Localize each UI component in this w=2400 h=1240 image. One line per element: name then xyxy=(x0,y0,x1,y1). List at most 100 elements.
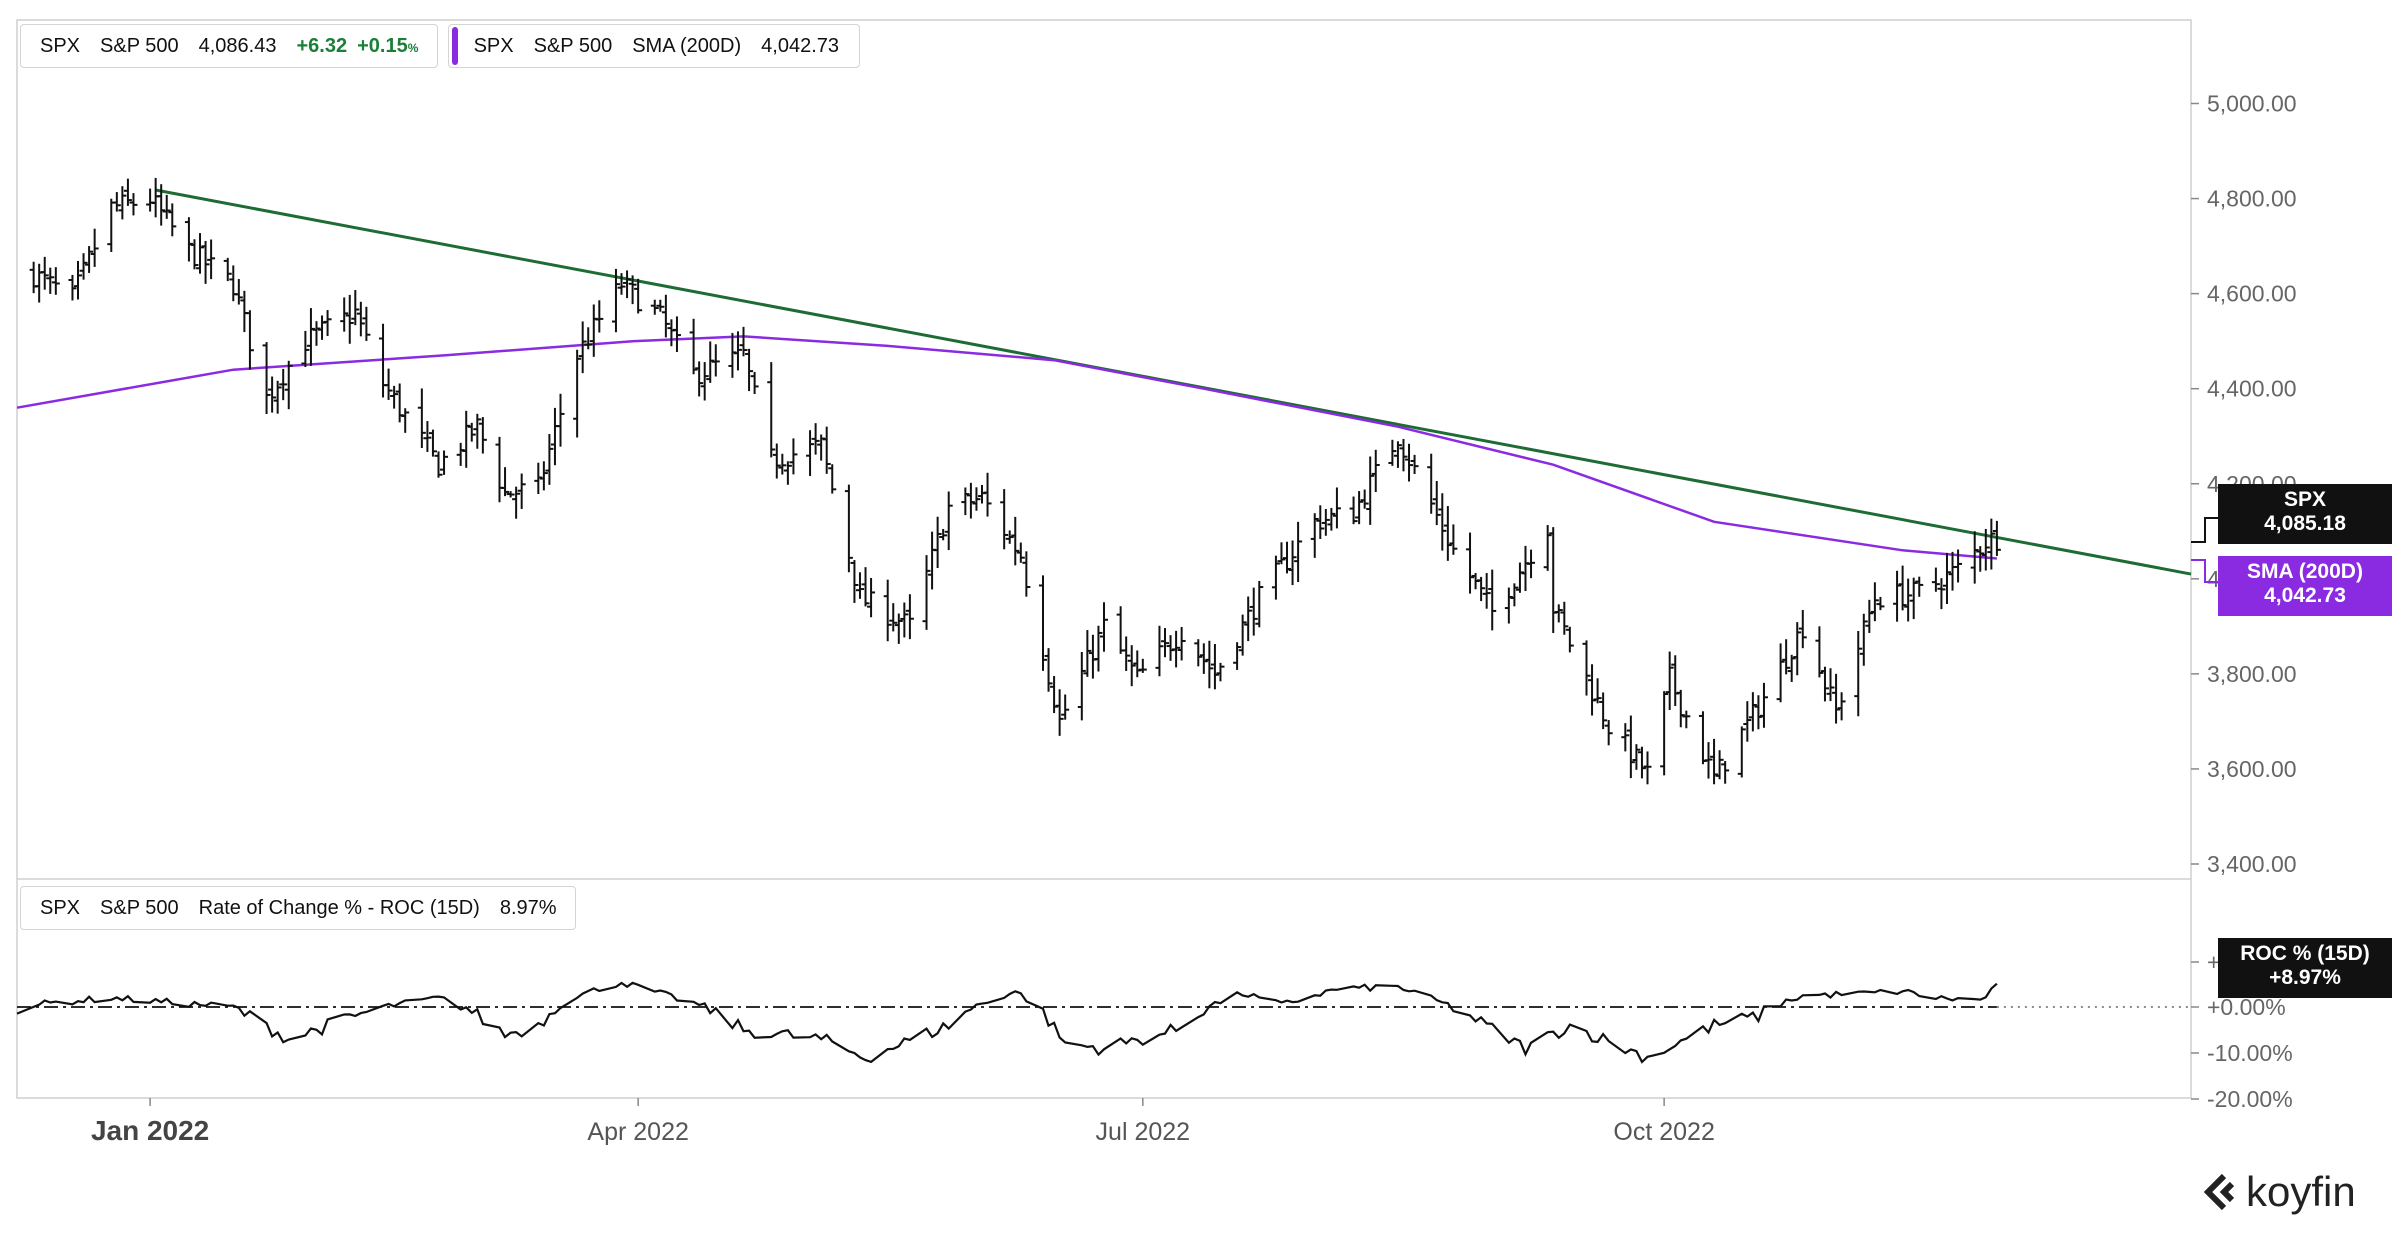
ohlc-bar xyxy=(1310,513,1319,558)
legend-roc[interactable]: SPX S&P 500 Rate of Change % - ROC (15D)… xyxy=(20,886,576,930)
ohlc-bar xyxy=(1410,454,1419,475)
ohlc-bar xyxy=(1050,676,1059,714)
time-tick-label: Jan 2022 xyxy=(91,1115,209,1146)
ohlc-bar xyxy=(1393,441,1402,468)
roc-series xyxy=(16,981,1998,1064)
ohlc-bar xyxy=(306,308,315,366)
ohlc-bar xyxy=(661,294,670,338)
ohlc-bar xyxy=(650,299,659,315)
ohlc-bar xyxy=(1122,636,1131,671)
ohlc-bar xyxy=(1005,530,1014,544)
legend-sma[interactable]: SPX S&P 500 SMA (200D) 4,042.73 xyxy=(448,24,860,68)
ohlc-bar xyxy=(1244,596,1253,642)
ohlc-bar xyxy=(733,331,742,371)
ohlc-bar xyxy=(1970,531,1979,584)
ohlc-bar xyxy=(584,327,593,350)
ohlc-bar xyxy=(495,436,504,503)
ohlc-bar xyxy=(889,603,898,632)
legend-sma-name: S&P 500 xyxy=(533,34,613,57)
ohlc-bar xyxy=(711,344,720,377)
ohlc-bar xyxy=(51,267,60,295)
ohlc-bar xyxy=(168,203,177,237)
legend-sma-swatch xyxy=(452,27,458,65)
ohlc-bar xyxy=(545,434,554,485)
ohlc-bar xyxy=(1582,640,1591,696)
ohlc-bar xyxy=(1837,692,1846,721)
ohlc-bar xyxy=(1044,648,1053,692)
ohlc-bar xyxy=(883,579,892,642)
legend-main[interactable]: SPX S&P 500 4,086.43 +6.32 +0.15% xyxy=(20,24,438,68)
ohlc-bar xyxy=(828,464,837,494)
ohlc-bar xyxy=(1698,711,1707,765)
roc-tag-name: ROC % (15D) xyxy=(2240,942,2370,965)
legend-roc-value: 8.97% xyxy=(499,896,557,919)
ohlc-bar xyxy=(778,453,787,475)
ohlc-bar xyxy=(118,186,127,220)
ohlc-bar xyxy=(234,279,243,305)
ohlc-bar xyxy=(1210,643,1219,690)
price-tick-label: 4,800.00 xyxy=(2207,186,2297,212)
ohlc-bar xyxy=(79,253,88,280)
ohlc-bar xyxy=(634,278,643,314)
roc-line xyxy=(16,981,1998,1064)
ohlc-bar xyxy=(512,486,521,519)
ohlc-bar xyxy=(428,429,437,457)
ohlc-bar xyxy=(933,516,942,568)
ohlc-bar xyxy=(539,461,548,491)
ohlc-bar xyxy=(129,193,138,216)
ohlc-bar xyxy=(1038,575,1047,671)
koyfin-logo: koyfin xyxy=(2200,1168,2356,1216)
ohlc-bar xyxy=(1870,582,1879,622)
ohlc-bar xyxy=(1233,642,1242,670)
ohlc-bar xyxy=(1987,518,1996,570)
ohlc-bar xyxy=(695,361,704,397)
ohlc-bar xyxy=(700,362,709,401)
ohlc-bar xyxy=(1588,664,1597,716)
ohlc-bar xyxy=(107,198,116,252)
ohlc-bar xyxy=(1604,720,1613,746)
ohlc-bar xyxy=(672,316,681,352)
ohlc-bar xyxy=(1482,573,1491,609)
ohlc-bar xyxy=(1748,692,1757,732)
ohlc-bar xyxy=(201,240,210,284)
change-pct-value: +0.15 xyxy=(357,34,408,57)
ohlc-bar xyxy=(772,443,781,479)
price-bars xyxy=(29,177,2001,785)
ohlc-bar xyxy=(1249,587,1258,636)
ohlc-bar xyxy=(595,300,604,333)
ohlc-bar xyxy=(1127,645,1136,687)
ohlc-bar xyxy=(1815,626,1824,678)
ohlc-bar xyxy=(1660,691,1669,776)
ohlc-bar xyxy=(323,310,332,336)
tag-connectors xyxy=(2191,517,2218,583)
ohlc-bar xyxy=(623,270,632,299)
ohlc-bar xyxy=(1543,525,1552,571)
legend-main-change: +6.32 xyxy=(296,34,348,57)
ohlc-bar xyxy=(29,261,38,294)
ohlc-bar xyxy=(284,360,293,410)
ohlc-bar xyxy=(1937,578,1946,610)
ohlc-bar xyxy=(1166,635,1175,661)
price-tick-label: 4,600.00 xyxy=(2207,281,2297,307)
ohlc-bar xyxy=(972,487,981,511)
ohlc-bar xyxy=(1915,576,1924,597)
ohlc-bar xyxy=(1599,692,1608,730)
ohlc-bar xyxy=(1199,643,1208,674)
ohlc-bar xyxy=(1016,542,1025,563)
ohlc-bar xyxy=(190,239,199,270)
ohlc-bar xyxy=(983,472,992,517)
price-tick-label: 5,000.00 xyxy=(2207,91,2297,117)
ohlc-bar xyxy=(1427,453,1436,514)
ohlc-bar xyxy=(689,318,698,375)
ohlc-bar xyxy=(1399,438,1408,472)
ohlc-bar xyxy=(207,239,216,280)
ohlc-bar xyxy=(74,260,83,300)
ohlc-bar xyxy=(1438,493,1447,551)
ohlc-bar xyxy=(1565,626,1574,653)
ohlc-bar xyxy=(822,426,831,474)
ohlc-bar xyxy=(867,577,876,618)
ohlc-bar xyxy=(1942,552,1951,605)
ohlc-bar xyxy=(1798,609,1807,649)
spx-price-tag: SPX 4,085.18 xyxy=(2218,484,2392,544)
